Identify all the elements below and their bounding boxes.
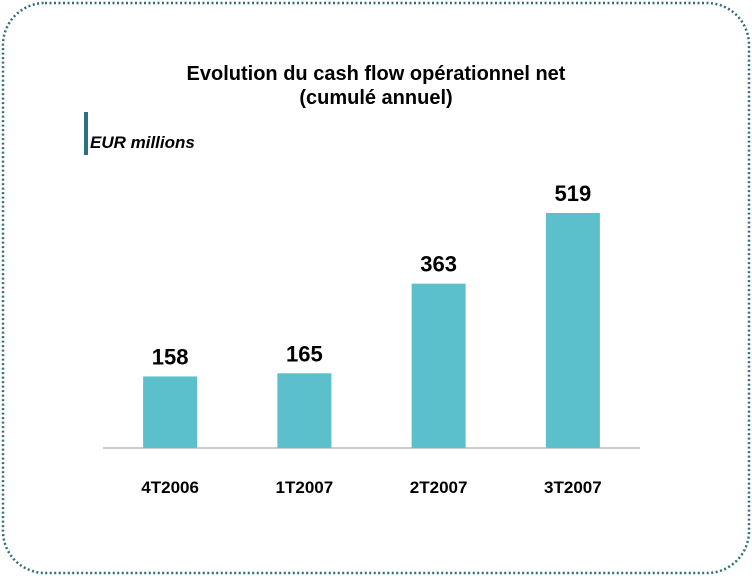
y-axis-label: EUR millions — [90, 133, 195, 152]
data-label: 165 — [286, 341, 323, 366]
x-tick-label: 3T2007 — [544, 478, 602, 497]
data-label: 519 — [555, 181, 592, 206]
label-accent — [84, 112, 88, 155]
bar — [411, 283, 466, 448]
data-label: 363 — [420, 252, 457, 277]
chart-title: Evolution du cash flow opérationnel net — [187, 63, 566, 85]
bar — [545, 213, 600, 448]
x-tick-label: 2T2007 — [410, 478, 468, 497]
x-tick-label: 1T2007 — [276, 478, 334, 497]
bar — [143, 376, 198, 448]
x-tick-label: 4T2006 — [141, 478, 199, 497]
bar — [277, 373, 332, 448]
data-label: 158 — [152, 344, 189, 369]
chart-title: (cumulé annuel) — [299, 87, 452, 109]
